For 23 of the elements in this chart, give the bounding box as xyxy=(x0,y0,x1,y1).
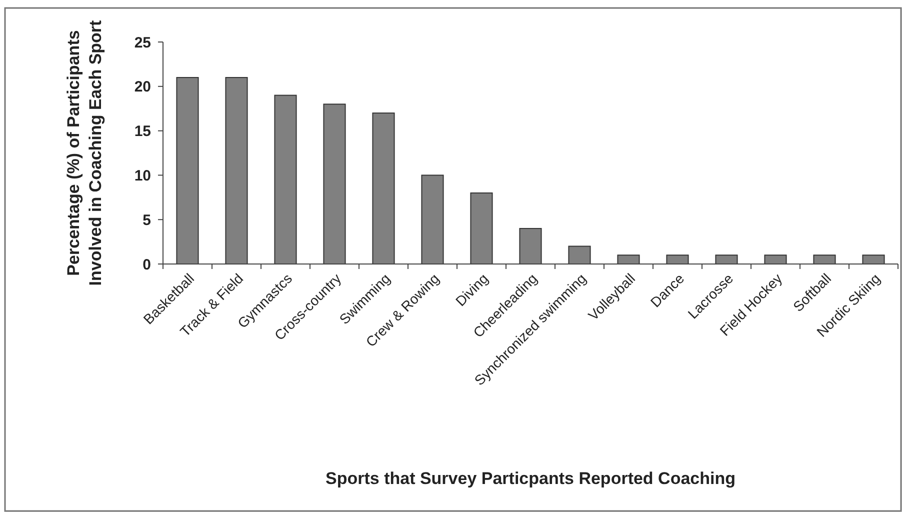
x-axis-title: Sports that Survey Particpants Reported Coaching xyxy=(326,469,736,488)
y-tick-label: 10 xyxy=(134,167,151,184)
y-tick-label: 5 xyxy=(142,212,151,229)
bar xyxy=(617,254,640,264)
bar xyxy=(372,112,395,264)
bar xyxy=(813,254,836,264)
y-tick-label: 25 xyxy=(134,34,151,52)
bar xyxy=(666,254,689,264)
y-tick-label: 20 xyxy=(134,78,151,96)
bar xyxy=(519,228,542,264)
y-axis-title: Percentage (%) of Participants Involved in Coaching Each Sport xyxy=(64,20,105,286)
y-tick-label: 15 xyxy=(134,123,151,140)
bar xyxy=(862,254,885,264)
bar xyxy=(176,77,199,264)
bar xyxy=(225,77,248,264)
bar xyxy=(274,94,297,264)
bar xyxy=(421,174,444,264)
bar xyxy=(323,104,346,264)
bar xyxy=(715,254,738,264)
bar xyxy=(568,246,591,264)
bar xyxy=(470,192,493,264)
bar xyxy=(764,254,787,264)
y-tick-label: 0 xyxy=(142,256,151,274)
